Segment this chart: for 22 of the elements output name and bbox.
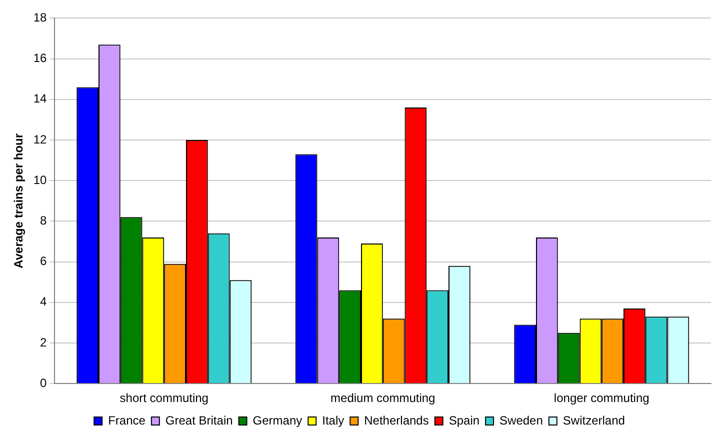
- y-tick-label: 16: [33, 51, 48, 66]
- legend-label: Germany: [252, 413, 302, 428]
- legend-label: Italy: [322, 413, 344, 428]
- y-tick-label: 0: [40, 376, 48, 390]
- y-tick-label: 4: [40, 294, 48, 309]
- y-tick-label: 8: [40, 214, 48, 228]
- legend-label: France: [108, 413, 146, 428]
- x-tick-label: medium commuting: [330, 391, 436, 406]
- x-tick-label: longer commuting: [554, 391, 650, 406]
- y-tick-label: 12: [33, 132, 48, 146]
- legend-label: Sweden: [500, 413, 543, 428]
- legend-label: Switzerland: [562, 413, 625, 428]
- y-axis-title: Average trains per hour: [12, 133, 26, 268]
- y-tick-label: 2: [40, 335, 48, 350]
- y-tick-label: 14: [33, 92, 48, 106]
- legend-label: Netherlands: [364, 413, 429, 428]
- y-tick-label: 6: [40, 254, 48, 268]
- x-tick-label: short commuting: [120, 391, 208, 406]
- legend-label: Spain: [448, 413, 480, 428]
- legend-label: Great Britain: [165, 413, 233, 428]
- y-tick-label: 18: [33, 10, 48, 25]
- y-tick-label: 10: [33, 172, 48, 187]
